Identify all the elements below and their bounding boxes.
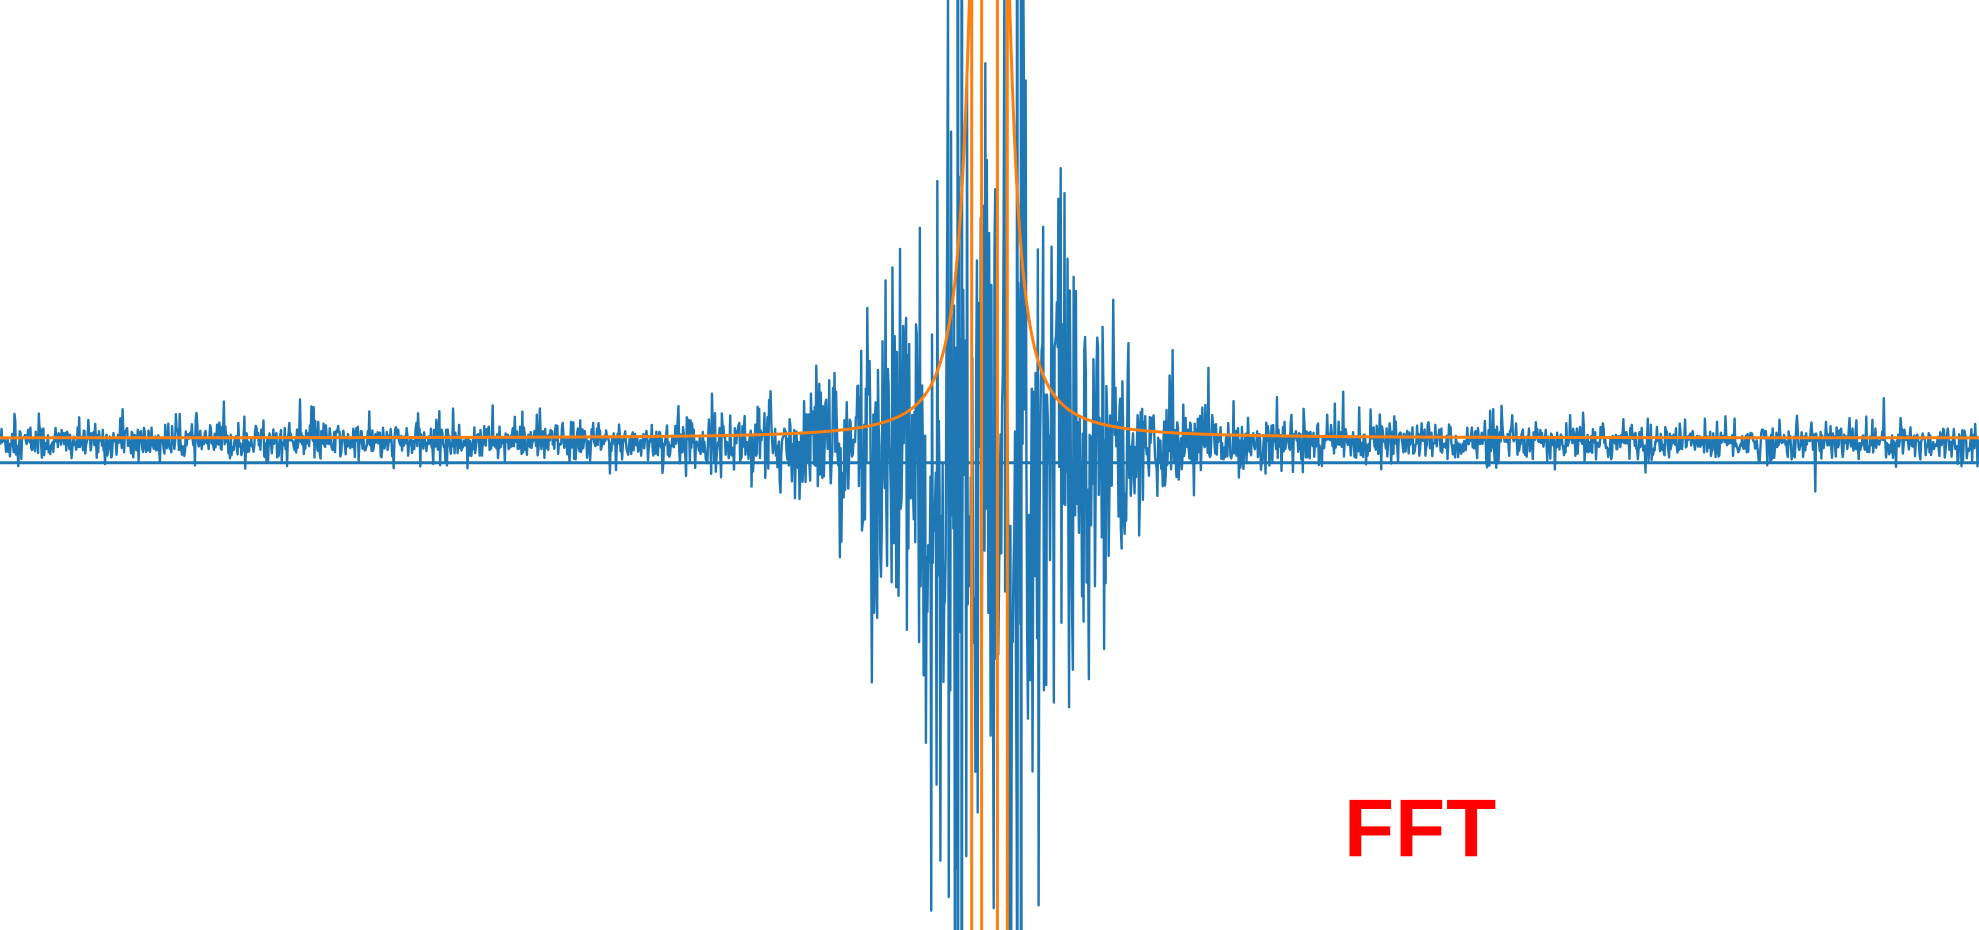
series-2-line <box>0 0 1979 440</box>
fft-annotation: FFT <box>1344 783 1498 874</box>
